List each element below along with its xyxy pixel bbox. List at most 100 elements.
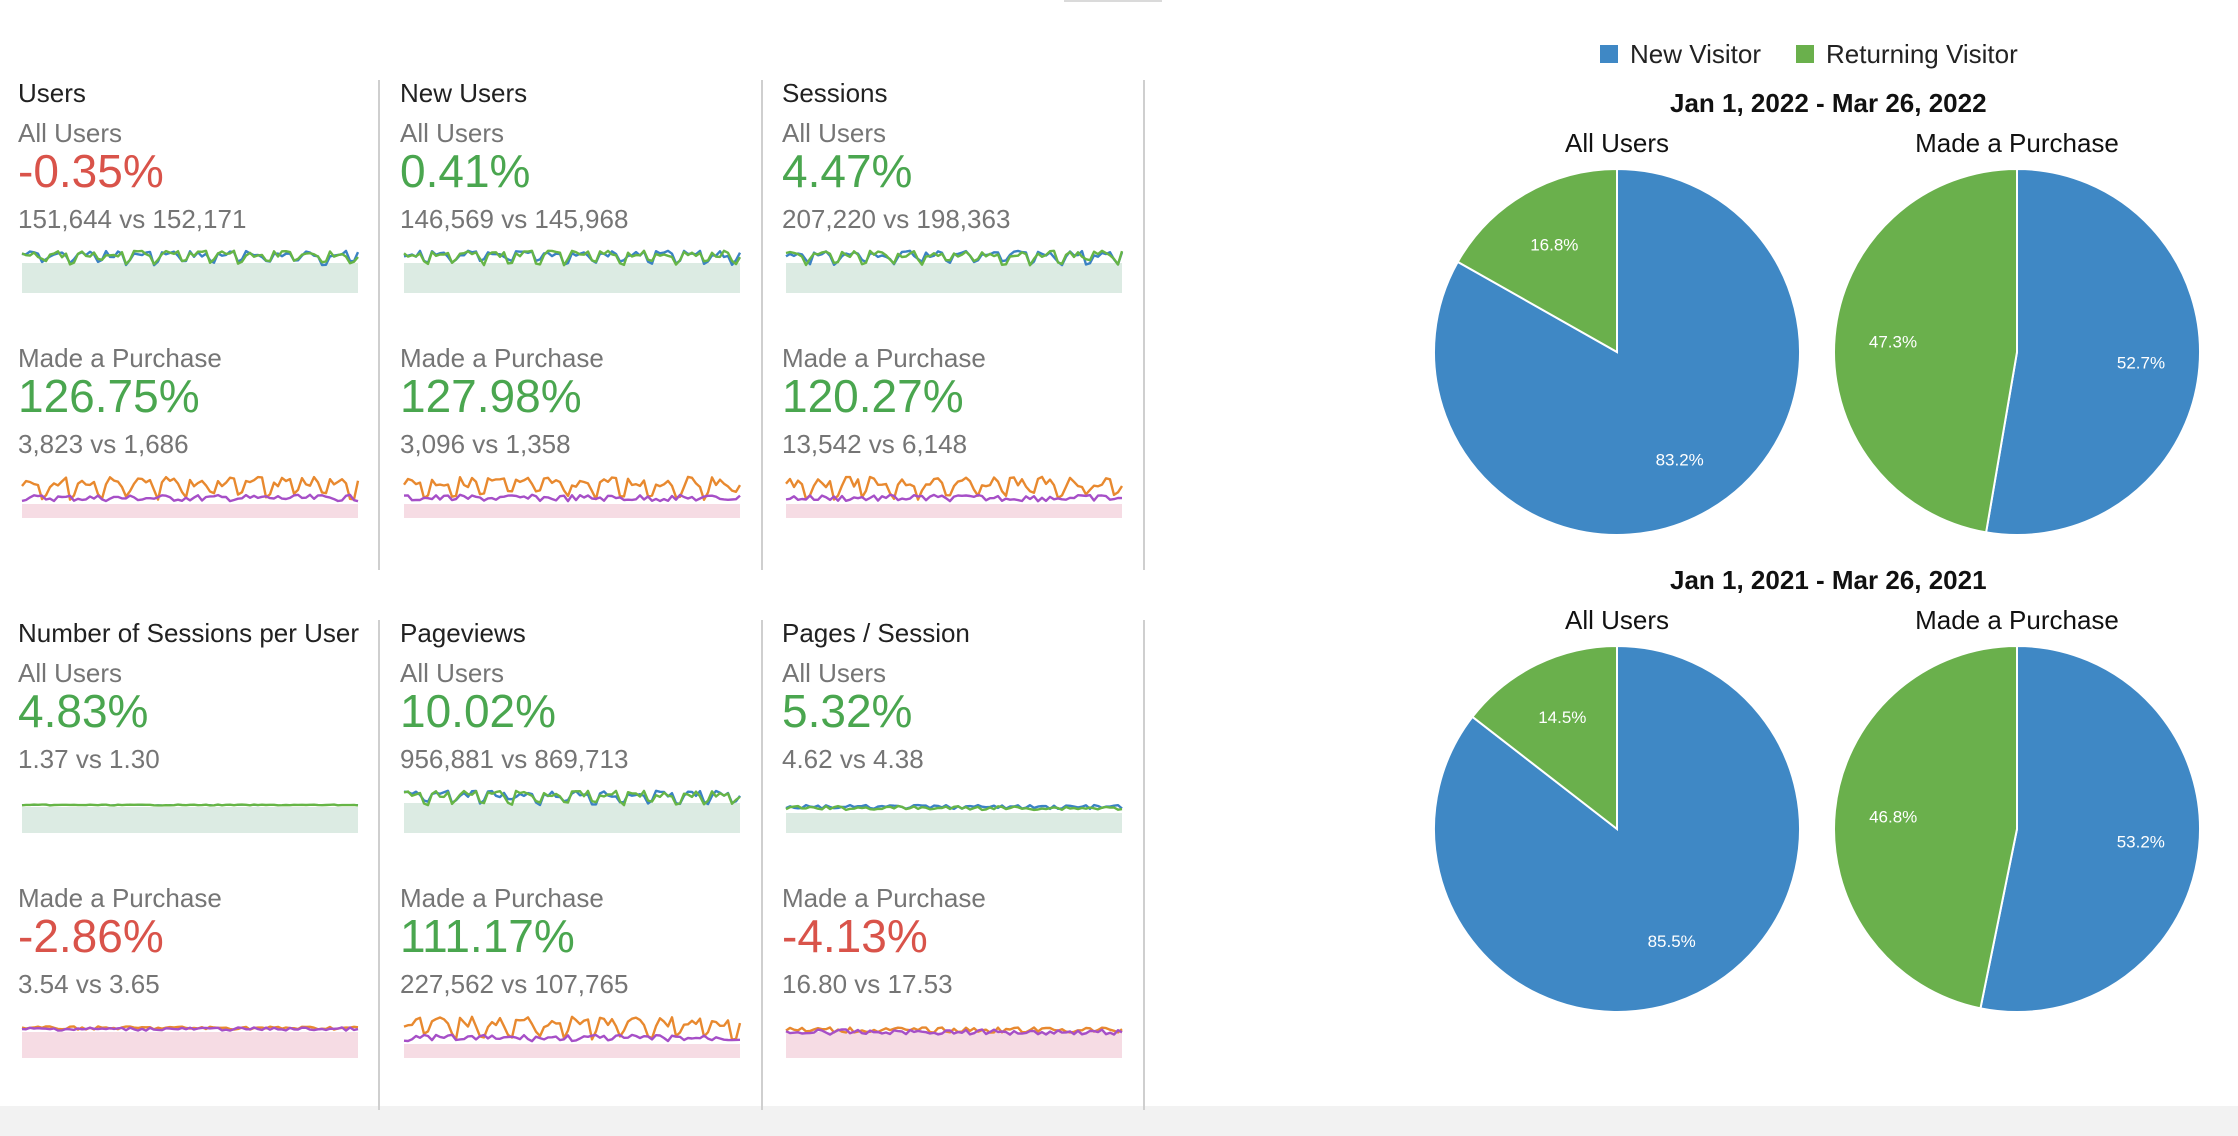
- pie-chart[interactable]: 53.2% 46.8%: [1827, 639, 2207, 1019]
- comparison-values: 207,220 vs 198,363: [782, 204, 1011, 234]
- segment-label: Made a Purchase: [782, 343, 986, 373]
- change-percent: 126.75%: [18, 370, 200, 422]
- sparkline: [403, 789, 741, 833]
- comparison-values: 3.54 vs 3.65: [18, 969, 160, 999]
- pie-chart[interactable]: 85.5% 14.5%: [1427, 639, 1807, 1019]
- sparkline-area: [404, 803, 740, 833]
- metric-card-users[interactable]: Users All Users -0.35% 151,644 vs 152,17…: [18, 78, 378, 568]
- comparison-values: 1.37 vs 1.30: [18, 744, 160, 774]
- sparkline-area: [22, 263, 358, 293]
- sparkline-series-b: [21, 249, 359, 266]
- sparkline: [21, 475, 360, 518]
- metric-title: Pages / Session: [782, 618, 970, 648]
- sparkline-area: [786, 1032, 1122, 1058]
- sparkline-series-b: [21, 1026, 359, 1032]
- segment-made-a-purchase: Made a Purchase 126.75% 3,823 vs 1,686: [18, 343, 378, 563]
- bottom-strip: [0, 1106, 2238, 1136]
- column-divider: [1143, 620, 1145, 1110]
- sparkline-series-a: [785, 475, 1124, 501]
- column-divider: [1143, 80, 1145, 570]
- segment-label: All Users: [400, 658, 505, 688]
- change-percent: 4.83%: [18, 685, 149, 737]
- segment-label: All Users: [782, 658, 887, 688]
- date-range-title: Jan 1, 2021 - Mar 26, 2021: [1670, 565, 1987, 595]
- sparkline: [785, 1026, 1123, 1058]
- sparkline-area: [786, 504, 1122, 518]
- pie-chart[interactable]: 52.7% 47.3%: [1827, 162, 2207, 542]
- sparkline-area: [22, 1032, 358, 1058]
- sparkline: [21, 249, 360, 293]
- sparkline-area: [786, 813, 1122, 833]
- pie-block-2022: Jan 1, 2022 - Mar 26, 2022 All Users Mad…: [1400, 88, 2238, 548]
- sparkline: [785, 249, 1124, 293]
- metric-card-pages-per-session[interactable]: Pages / Session All Users 5.32% 4.62 vs …: [782, 618, 1142, 1108]
- comparison-values: 151,644 vs 152,171: [18, 204, 247, 234]
- sparkline-series-b: [785, 1028, 1123, 1036]
- sparkline: [403, 475, 742, 518]
- sparkline: [785, 803, 1123, 833]
- legend-swatch-new: [1600, 45, 1618, 63]
- pie-subtitle: All Users: [1564, 128, 1669, 158]
- pie-slice-returning-visitor[interactable]: [1470, 644, 1618, 832]
- change-percent: 0.41%: [400, 145, 531, 197]
- sparkline-series-b: [785, 804, 1123, 812]
- segment-all-users: All Users -0.35% 151,644 vs 152,171: [18, 118, 378, 338]
- segment-made-a-purchase: Made a Purchase -2.86% 3.54 vs 3.65: [18, 883, 378, 1103]
- change-percent: 127.98%: [400, 370, 582, 422]
- pie-slice-new-visitor[interactable]: [1433, 644, 1801, 1013]
- column-divider: [378, 80, 380, 570]
- sparkline-series-b: [21, 803, 359, 807]
- comparison-values: 956,881 vs 869,713: [400, 744, 629, 774]
- metric-card-new-users[interactable]: New Users All Users 0.41% 146,569 vs 145…: [400, 78, 760, 568]
- pie-subtitle: All Users: [1564, 605, 1669, 635]
- metric-card-pageviews[interactable]: Pageviews All Users 10.02% 956,881 vs 86…: [400, 618, 760, 1108]
- segment-label: All Users: [400, 118, 505, 148]
- comparison-values: 3,096 vs 1,358: [400, 429, 571, 459]
- pie-slice-new-visitor[interactable]: [1984, 167, 2201, 536]
- metric-title: New Users: [400, 78, 528, 108]
- sparkline-area: [786, 263, 1122, 293]
- segment-all-users: All Users 5.32% 4.62 vs 4.38: [782, 658, 1142, 878]
- sparkline-area: [404, 504, 740, 518]
- change-percent: 10.02%: [400, 685, 557, 737]
- pie-slice-returning-visitor[interactable]: [1833, 644, 2018, 1010]
- metric-title: Users: [18, 78, 86, 108]
- comparison-values: 146,569 vs 145,968: [400, 204, 629, 234]
- change-percent: 5.32%: [782, 685, 913, 737]
- pie-slice-returning-visitor[interactable]: [1833, 167, 2018, 534]
- change-percent: 4.47%: [782, 145, 913, 197]
- column-divider: [378, 620, 380, 1110]
- sparkline: [21, 803, 359, 833]
- comparison-values: 3,823 vs 1,686: [18, 429, 189, 459]
- sparkline-series-b: [403, 789, 741, 807]
- metric-title: Pageviews: [400, 618, 526, 648]
- segment-label: Made a Purchase: [18, 343, 222, 373]
- segment-label: All Users: [18, 658, 123, 688]
- pie-slice-label: 52.7%: [2117, 354, 2165, 373]
- pie-slice-new-visitor[interactable]: [1979, 644, 2202, 1013]
- metric-card-sessions[interactable]: Sessions All Users 4.47% 207,220 vs 198,…: [782, 78, 1142, 568]
- segment-all-users: All Users 4.47% 207,220 vs 198,363: [782, 118, 1142, 338]
- sparkline: [403, 1015, 742, 1058]
- segment-made-a-purchase: Made a Purchase 111.17% 227,562 vs 107,7…: [400, 883, 760, 1103]
- sparkline-series-b: [403, 1033, 741, 1043]
- pie-chart[interactable]: 83.2% 16.8%: [1427, 162, 1807, 542]
- change-percent: 111.17%: [400, 910, 575, 962]
- pie-slice-label: 47.3%: [1869, 333, 1917, 352]
- metric-title: Number of Sessions per User: [18, 618, 360, 648]
- segment-all-users: All Users 10.02% 956,881 vs 869,713: [400, 658, 760, 878]
- pie-slice-label: 85.5%: [1648, 932, 1696, 951]
- segment-label: Made a Purchase: [782, 883, 986, 913]
- segment-all-users: All Users 4.83% 1.37 vs 1.30: [18, 658, 378, 878]
- pie-slice-returning-visitor[interactable]: [1456, 167, 1618, 354]
- segment-label: All Users: [18, 118, 123, 148]
- sparkline-series-a: [403, 1015, 742, 1041]
- change-percent: -0.35%: [18, 145, 164, 197]
- segment-label: Made a Purchase: [18, 883, 222, 913]
- segment-made-a-purchase: Made a Purchase 127.98% 3,096 vs 1,358: [400, 343, 760, 563]
- pie-block-2021: Jan 1, 2021 - Mar 26, 2021 All Users Mad…: [1400, 565, 2238, 1025]
- metric-card-sessions-per-user[interactable]: Number of Sessions per User All Users 4.…: [18, 618, 378, 1108]
- sparkline: [785, 475, 1124, 518]
- pie-slice-label: 14.5%: [1538, 708, 1586, 727]
- sparkline: [403, 249, 742, 293]
